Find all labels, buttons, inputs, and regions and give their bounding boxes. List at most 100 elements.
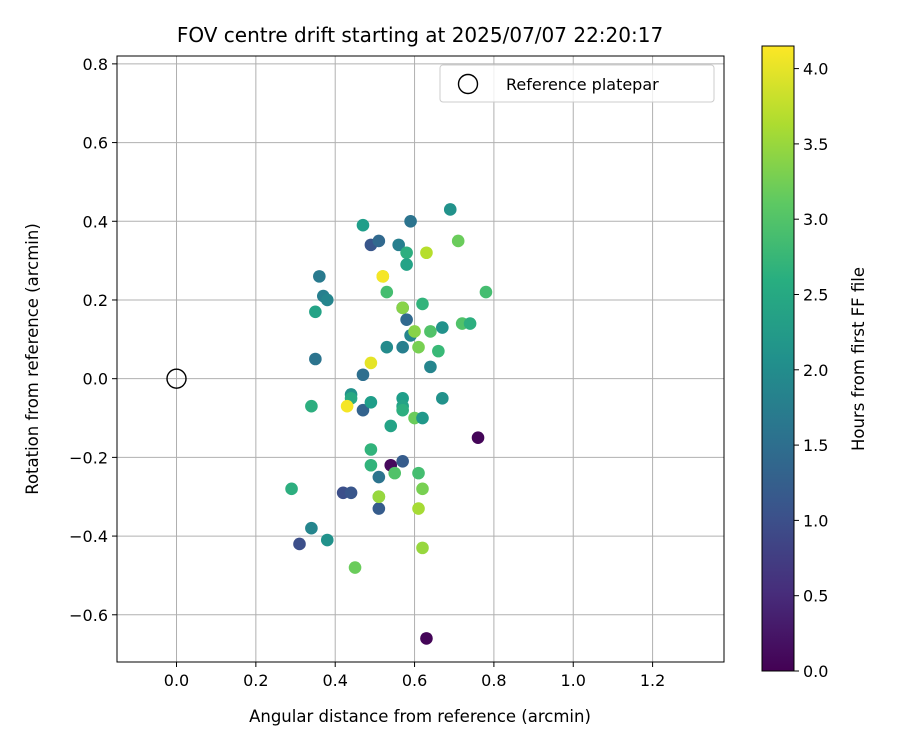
data-point: [471, 431, 485, 445]
data-point: [380, 340, 394, 354]
data-point: [400, 246, 413, 260]
data-point: [356, 218, 370, 232]
plot-frame: [116, 55, 725, 663]
x-tick-label: 1.0: [561, 671, 586, 690]
data-point: [372, 490, 386, 504]
data-point: [416, 482, 429, 496]
data-point: [388, 466, 402, 480]
data-point: [372, 234, 386, 248]
data-point: [412, 466, 425, 480]
data-point: [320, 293, 334, 307]
colorbar-ticks: 0.0 0.5 1.0 1.5 2.0 2.5 3.0 3.5 4.0: [794, 60, 828, 681]
data-point: [293, 537, 306, 551]
colorbar-tick-label: 3.0: [803, 210, 828, 229]
y-tick-label: −0.2: [69, 448, 108, 467]
colorbar-tick-label: 2.5: [803, 285, 828, 304]
y-tick-label: 0.6: [83, 134, 108, 153]
data-point: [396, 340, 409, 354]
data-point: [372, 502, 386, 515]
y-tick-label: −0.4: [69, 527, 108, 546]
data-point: [443, 203, 457, 216]
data-point: [432, 344, 445, 358]
data-point: [463, 317, 477, 330]
data-point: [416, 411, 429, 425]
data-point: [356, 368, 370, 382]
data-point: [309, 352, 322, 366]
colorbar: 0.0 0.5 1.0 1.5 2.0 2.5 3.0 3.5 4.0 Hours from f…: [761, 45, 868, 681]
colorbar-tick-label: 1.0: [803, 511, 828, 530]
data-point: [412, 502, 425, 515]
data-point: [376, 270, 390, 283]
data-point: [479, 285, 493, 299]
data-point: [320, 533, 334, 547]
x-tick-label: 1.2: [640, 671, 665, 690]
data-point: [364, 356, 378, 370]
x-tick-label: 0.8: [481, 671, 506, 690]
data-point: [348, 561, 362, 574]
y-axis-label: Rotation from reference (arcmin): [23, 223, 42, 495]
legend-box: [439, 64, 715, 103]
data-point: [400, 313, 413, 326]
data-point: [408, 325, 421, 338]
data-point: [344, 486, 358, 500]
data-point: [424, 360, 437, 374]
y-tick-label: 0.0: [83, 370, 108, 389]
data-point: [380, 285, 394, 299]
data-point: [392, 238, 405, 252]
data-point: [416, 297, 429, 311]
y-tick-label: −0.6: [69, 606, 108, 625]
reference-marker: [166, 368, 187, 389]
data-point: [420, 246, 433, 260]
data-point: [396, 403, 409, 417]
colorbar-tick-label: 3.5: [803, 135, 828, 154]
colorbar-tick-label: 0.0: [803, 662, 828, 681]
data-point: [436, 321, 449, 334]
data-point: [396, 301, 409, 315]
x-tick-label: 0.4: [322, 671, 347, 690]
x-axis-label: Angular distance from reference (arcmin): [249, 707, 591, 726]
data-point: [416, 541, 429, 555]
y-axis-ticks: −0.6 −0.4 −0.2 0.0 0.2 0.4 0.6 0.8: [69, 55, 117, 625]
chart-title: FOV centre drift starting at 2025/07/07 …: [177, 23, 663, 47]
data-point: [420, 632, 433, 645]
data-point: [372, 470, 386, 484]
reference-point: [166, 368, 187, 389]
y-tick-label: 0.4: [83, 212, 108, 231]
data-point: [451, 234, 465, 248]
legend: Reference platepar: [439, 64, 715, 103]
y-tick-label: 0.2: [83, 291, 108, 310]
x-axis-ticks: 0.0 0.2 0.4 0.6 0.8 1.0 1.2: [164, 662, 665, 690]
data-point: [396, 455, 409, 468]
colorbar-label: Hours from first FF file: [849, 267, 868, 451]
x-tick-label: 0.0: [164, 671, 189, 690]
data-point: [305, 521, 318, 535]
legend-reference-marker: [457, 73, 479, 95]
data-point: [436, 392, 449, 405]
colorbar-tick-label: 1.5: [803, 436, 828, 455]
y-tick-label: 0.8: [83, 55, 108, 74]
colorbar-tick-label: 0.5: [803, 587, 828, 606]
data-point: [364, 443, 378, 456]
colorbar-gradient: [761, 45, 795, 672]
data-point: [356, 403, 370, 417]
x-tick-label: 0.2: [243, 671, 268, 690]
data-point: [412, 340, 425, 354]
data-point: [364, 458, 378, 472]
data-point: [400, 258, 413, 271]
x-tick-label: 0.6: [402, 671, 427, 690]
data-point: [384, 419, 398, 433]
data-point: [364, 395, 378, 409]
data-point: [313, 270, 326, 283]
data-point: [404, 214, 417, 228]
data-points: [285, 203, 493, 645]
data-point: [424, 325, 437, 338]
legend-entry-reference: Reference platepar: [506, 75, 659, 94]
data-point: [340, 399, 354, 413]
data-point: [285, 482, 298, 496]
colorbar-tick-label: 2.0: [803, 361, 828, 380]
colorbar-tick-label: 4.0: [803, 60, 828, 79]
grid: [117, 56, 724, 662]
data-point: [305, 399, 318, 413]
data-point: [309, 305, 322, 319]
